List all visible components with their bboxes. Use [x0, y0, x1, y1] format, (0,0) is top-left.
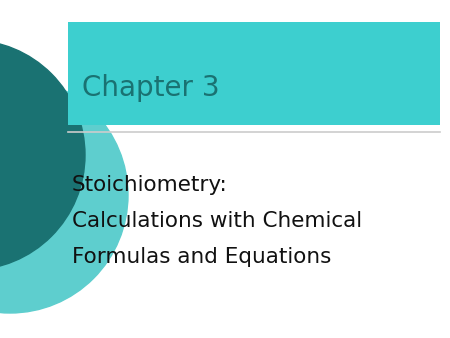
Text: Calculations with Chemical: Calculations with Chemical: [72, 211, 362, 231]
Text: Formulas and Equations: Formulas and Equations: [72, 247, 331, 267]
Circle shape: [0, 40, 85, 270]
Text: Chapter 3: Chapter 3: [82, 74, 220, 102]
Text: Stoichiometry:: Stoichiometry:: [72, 175, 228, 195]
Bar: [68, 22, 440, 125]
Circle shape: [0, 77, 128, 313]
